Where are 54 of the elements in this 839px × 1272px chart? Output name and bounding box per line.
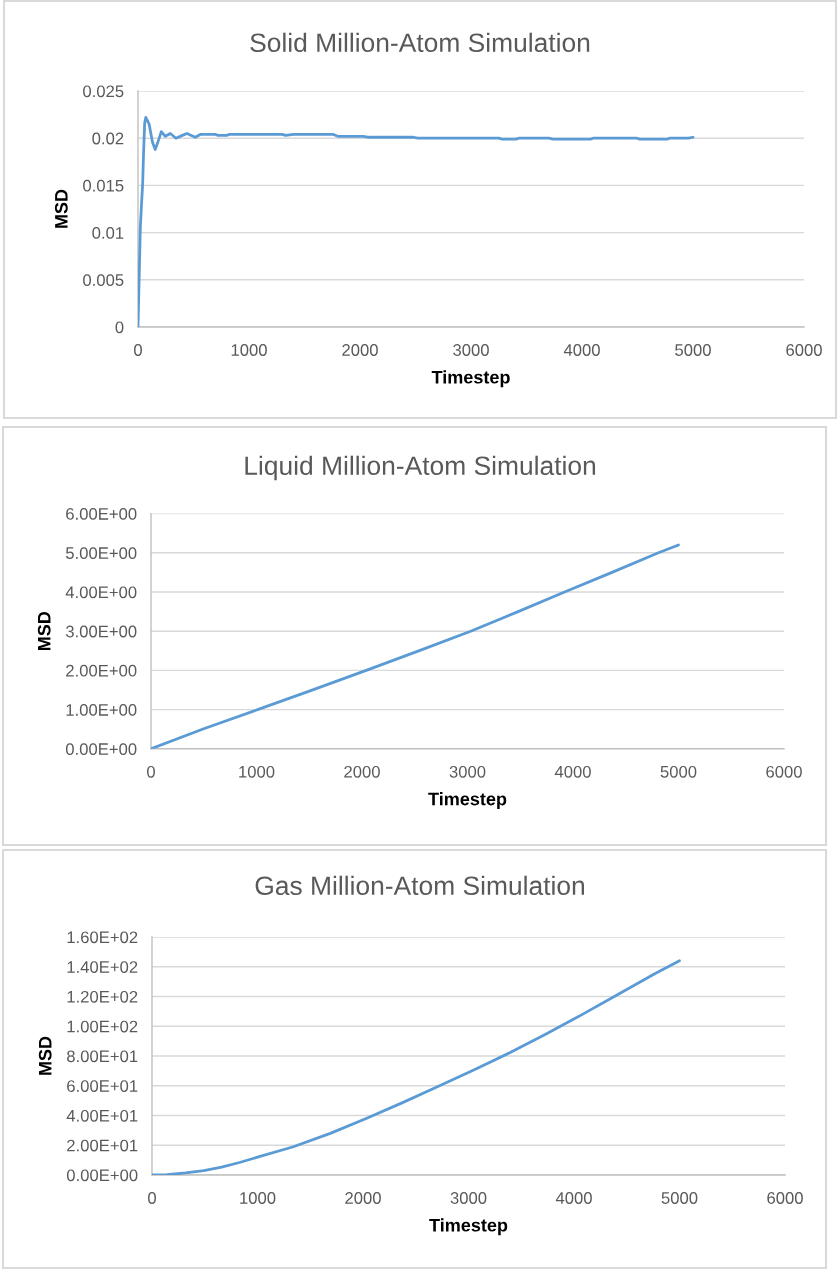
x-tick-label: 6000: [767, 1192, 803, 1204]
x-tick-label: 2000: [344, 765, 380, 778]
x-tick-label: 4000: [554, 765, 591, 778]
x-axis-title: Timestep: [431, 370, 510, 388]
x-tick-label: 6000: [766, 765, 802, 778]
x-tick-label: 0: [148, 1192, 156, 1204]
y-tick-label: 1.00E+02: [67, 1020, 138, 1033]
x-tick-label: 3000: [450, 1192, 487, 1204]
x-tick-label: 2000: [345, 1192, 381, 1204]
y-tick-label: 0: [115, 321, 124, 334]
y-tick-label: 6.00E+01: [67, 1080, 138, 1092]
x-tick-label: 3000: [453, 344, 489, 356]
line-series: [138, 116, 695, 327]
y-tick-label: 0.02: [92, 132, 124, 145]
y-tick-label: 0.015: [83, 179, 124, 192]
x-tick-label: 0: [147, 765, 155, 778]
y-axis-title: MSD: [38, 1036, 52, 1075]
y-tick-label: 0.025: [83, 85, 124, 98]
x-tick-label: 6000: [786, 344, 822, 356]
x-tick-label: 5000: [660, 765, 697, 778]
x-tick-label: 1000: [240, 1192, 276, 1204]
chart-title: Solid Million-Atom Simulation: [250, 32, 590, 53]
y-tick-label: 5.00E+00: [65, 547, 137, 559]
chart-title: Liquid Million-Atom Simulation: [245, 455, 596, 481]
y-tick-label: 4.00E+00: [65, 586, 137, 599]
x-tick-label: 5000: [675, 344, 711, 356]
y-axis-title: MSD: [37, 611, 51, 651]
y-tick-label: 0.00E+00: [65, 743, 137, 755]
y-tick-label: 0.005: [83, 274, 124, 286]
x-tick-label: 2000: [342, 344, 378, 356]
x-tick-label: 3000: [449, 765, 486, 778]
y-tick-label: 1.60E+02: [67, 931, 138, 944]
x-tick-label: 4000: [563, 344, 600, 356]
y-tick-label: 3.00E+00: [65, 625, 137, 638]
x-tick-label: 1000: [231, 344, 267, 356]
x-tick-label: 1000: [239, 765, 275, 778]
y-tick-label: 0.00E+00: [66, 1169, 138, 1182]
y-tick-label: 1.40E+02: [67, 961, 138, 973]
x-axis-title: Timestep: [428, 792, 507, 809]
y-tick-label: 2.00E+01: [67, 1139, 138, 1152]
y-tick-label: 1.00E+00: [66, 704, 137, 716]
y-tick-label: 4.00E+01: [66, 1109, 138, 1122]
line-series: [151, 543, 680, 749]
y-tick-label: 1.20E+02: [67, 990, 138, 1003]
y-tick-label: 8.00E+01: [67, 1050, 138, 1063]
y-axis-title: MSD: [54, 189, 68, 228]
y-tick-label: 0.01: [92, 227, 124, 239]
x-axis-title: Timestep: [429, 1218, 508, 1236]
x-tick-label: 4000: [555, 1192, 592, 1204]
y-tick-label: 6.00E+00: [66, 508, 137, 520]
chart-title: Gas Million-Atom Simulation: [255, 875, 585, 896]
y-tick-label: 2.00E+00: [66, 664, 137, 677]
x-tick-label: 5000: [661, 1192, 698, 1204]
line-series: [152, 959, 681, 1175]
